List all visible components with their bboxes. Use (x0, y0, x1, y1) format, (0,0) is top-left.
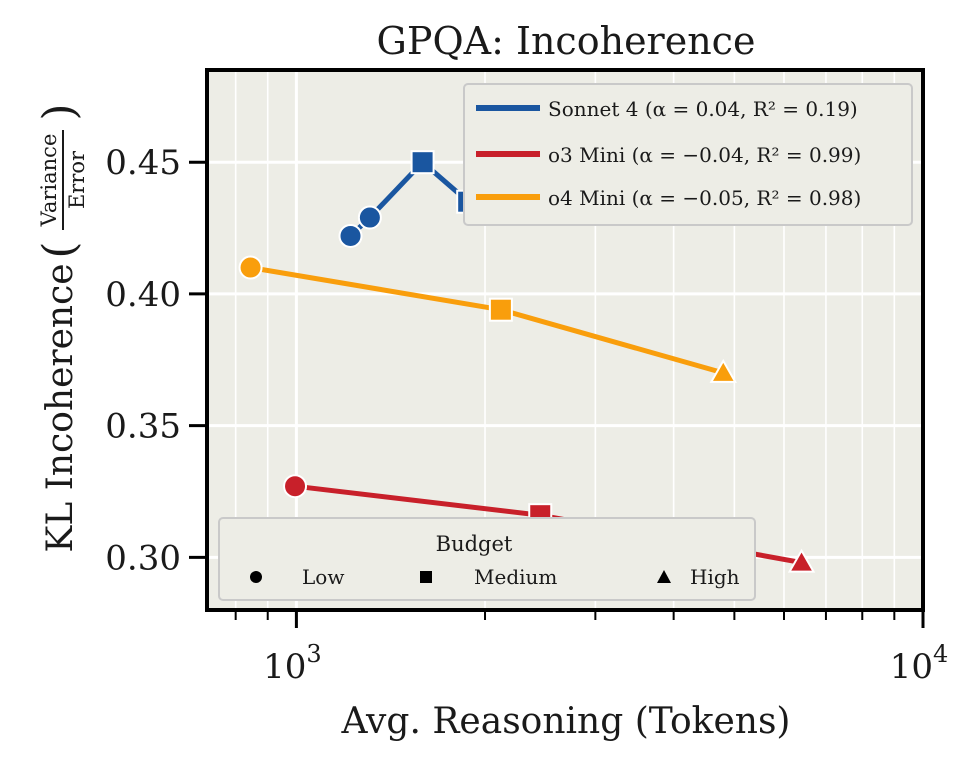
y-axis-label-open-paren: ( (34, 241, 85, 258)
budget-legend-high: High (690, 565, 740, 589)
legend-label-o3-mini: o3 Mini (α = −0.04, R² = 0.99) (548, 143, 861, 167)
data-point-sonnet-4 (338, 223, 363, 248)
x-tick-label: 104 (890, 640, 949, 687)
y-axis-label-main: KL Incoherence (40, 263, 81, 552)
plot-frame (205, 68, 925, 612)
data-point-o3-mini (787, 548, 816, 573)
budget-legend-low: Low (302, 565, 344, 589)
x-tick-label: 103 (263, 640, 322, 687)
axis-ticks: 103 104 0.30 0.35 0.40 0.45 (105, 143, 948, 687)
budget-legend-medium: Medium (474, 565, 557, 589)
y-tick-label: 0.40 (105, 275, 181, 315)
budget-legend-title: Budget (436, 532, 513, 556)
budget-legend-circle-icon (250, 571, 262, 583)
y-axis-label: KL Incoherence ( Variance Error ) (34, 103, 89, 552)
legend-label-o4-mini: o4 Mini (α = −0.05, R² = 0.98) (548, 186, 861, 210)
budget-legend-square-icon (420, 571, 432, 583)
series-legend: Sonnet 4 (α = 0.04, R² = 0.19) o3 Mini (… (463, 83, 913, 226)
y-tick-label: 0.35 (105, 407, 181, 447)
data-point-o4-mini (709, 358, 737, 383)
data-point-o3-mini (283, 474, 308, 499)
data-point-sonnet-4 (410, 150, 435, 175)
y-tick-label: 0.30 (105, 538, 181, 578)
y-axis-label-denominator: Error (65, 150, 89, 209)
y-tick-label: 0.45 (105, 143, 181, 183)
data-point-sonnet-4 (357, 205, 382, 230)
y-axis-label-close-paren: ) (34, 103, 85, 120)
budget-legend: Budget Low Medium High (218, 517, 756, 601)
budget-legend-triangle-icon (657, 570, 671, 583)
data-point-o4-mini (488, 297, 513, 322)
x-axis-label: Avg. Reasoning (Tokens) (341, 701, 791, 742)
data-point-o4-mini (238, 255, 263, 280)
y-axis-label-numerator: Variance (37, 134, 61, 228)
legend-label-sonnet-4: Sonnet 4 (α = 0.04, R² = 0.19) (548, 97, 858, 121)
chart-title: GPQA: Incoherence (377, 19, 756, 63)
